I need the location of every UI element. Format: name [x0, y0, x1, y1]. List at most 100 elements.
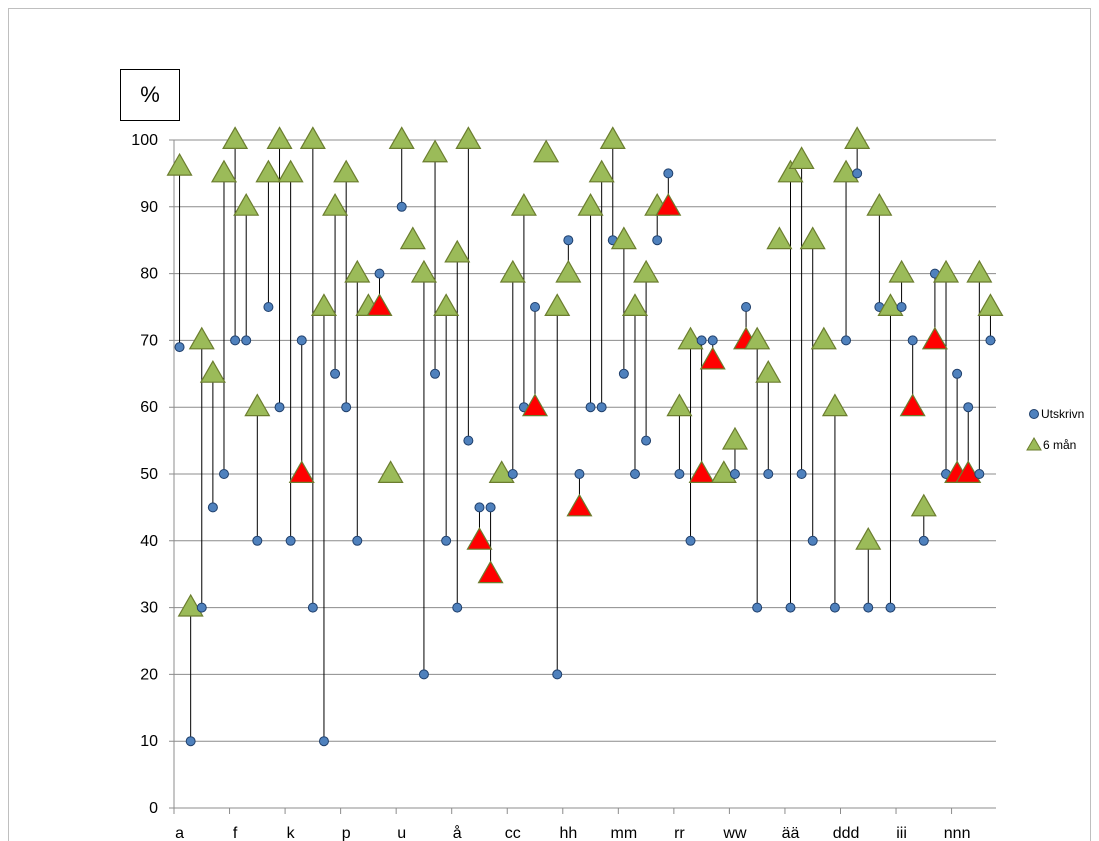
circle-marker: [263, 302, 274, 312]
circle-marker: [196, 602, 207, 613]
circle-marker: [596, 402, 607, 413]
triangle-marker: [977, 293, 1004, 316]
circle-marker: [629, 469, 640, 479]
triangle-marker: [255, 159, 282, 183]
triangle-marker: [844, 126, 871, 149]
circle-marker: [441, 535, 452, 546]
circle-marker: [574, 469, 585, 479]
circle-marker: [352, 535, 363, 546]
circle-marker: [974, 469, 985, 479]
y-axis: 0 10 20 30 40 50 60 70 80 90 100: [131, 132, 175, 817]
y-unit-label: %: [120, 69, 180, 121]
x-axis: a f k p u å cc hh mm rr ww ää ddd iii nnn: [173, 808, 970, 841]
legend-label-utskrivn: Utskrivn: [1041, 407, 1084, 421]
circle-marker: [741, 302, 752, 312]
triangle-marker: [244, 393, 271, 417]
circle-marker: [396, 201, 407, 212]
circle-marker: [918, 535, 929, 546]
y-tick-label: 20: [140, 666, 158, 683]
y-tick-label: 10: [140, 733, 158, 750]
triangle-marker-red: [521, 393, 549, 417]
y-tick-label: 50: [140, 466, 158, 483]
triangle-marker: [599, 126, 626, 149]
triangle-marker: [499, 259, 526, 283]
triangle-marker: [833, 159, 860, 183]
circle-marker: [896, 302, 907, 312]
x-tick-label: a: [175, 825, 184, 841]
circle-marker: [963, 402, 974, 413]
circle-marker: [330, 368, 341, 379]
circle-marker: [785, 602, 796, 613]
circle-marker: [207, 502, 218, 513]
triangle-marker: [422, 139, 449, 163]
circle-marker: [585, 402, 596, 413]
triangle-marker-red: [688, 460, 715, 483]
circle-marker: [907, 335, 918, 346]
triangle-marker: [855, 526, 882, 550]
x-tick-label: p: [342, 825, 351, 841]
circle-marker: [752, 602, 763, 613]
x-tick-label: å: [453, 824, 462, 841]
circle-marker: [241, 335, 252, 346]
triangle-marker: [810, 326, 837, 350]
triangle-marker: [555, 259, 582, 283]
circle-marker: [829, 602, 840, 613]
circle-marker: [474, 502, 485, 513]
circle-marker: [685, 535, 696, 546]
x-tick-label: rr: [674, 825, 685, 841]
triangle-marker: [266, 126, 293, 149]
x-tick-label: k: [287, 825, 296, 841]
circle-marker: [318, 736, 329, 747]
circle-marker: [707, 335, 718, 346]
triangle-marker-red: [566, 493, 593, 517]
triangle-marker: [277, 159, 304, 183]
circle-marker: [852, 168, 863, 179]
triangle-marker: [399, 226, 426, 250]
triangle-marker: [744, 326, 771, 350]
circle-marker: [274, 402, 285, 413]
triangle-marker: [322, 192, 349, 216]
circle-marker: [952, 368, 963, 379]
circle-marker: [230, 335, 241, 346]
triangle-marker: [444, 239, 471, 263]
circle-marker: [563, 235, 574, 246]
circle-marker: [696, 335, 707, 346]
triangle-marker: [666, 393, 693, 417]
triangle-marker-red: [366, 293, 393, 316]
triangle-marker: [188, 326, 215, 350]
triangle-marker: [799, 226, 826, 250]
y-tick-label: 70: [140, 332, 158, 349]
circle-marker: [618, 368, 629, 379]
triangle-marker: [710, 460, 737, 483]
x-tick-label: hh: [559, 825, 577, 841]
triangle-marker: [866, 192, 893, 216]
x-tick-label: mm: [611, 825, 638, 841]
circle-marker: [841, 335, 852, 346]
circle-marker: [463, 435, 474, 446]
circle-marker: [552, 669, 563, 680]
x-tick-label: ddd: [833, 825, 860, 841]
legend-circle-marker: [1029, 409, 1039, 419]
triangle-marker: [210, 159, 238, 183]
triangle-marker: [888, 259, 915, 283]
triangle-marker: [677, 326, 704, 350]
triangle-marker: [455, 126, 482, 149]
triangle-marker: [388, 126, 415, 149]
circle-marker: [507, 469, 518, 479]
triangle-marker: [588, 159, 615, 183]
triangle-marker: [377, 460, 404, 483]
triangle-marker: [533, 139, 560, 163]
triangle-marker: [821, 393, 848, 417]
triangle-marker: [177, 593, 204, 617]
circle-marker: [674, 469, 685, 479]
triangle-marker-red: [466, 526, 493, 550]
triangle-marker: [910, 493, 937, 517]
triangle-marker: [777, 159, 804, 183]
triangle-marker: [310, 293, 337, 316]
circle-marker: [296, 335, 307, 346]
triangle-marker-red: [955, 460, 982, 483]
circle-marker: [652, 235, 663, 246]
triangle-marker: [233, 192, 260, 216]
triangle-marker: [544, 293, 571, 316]
